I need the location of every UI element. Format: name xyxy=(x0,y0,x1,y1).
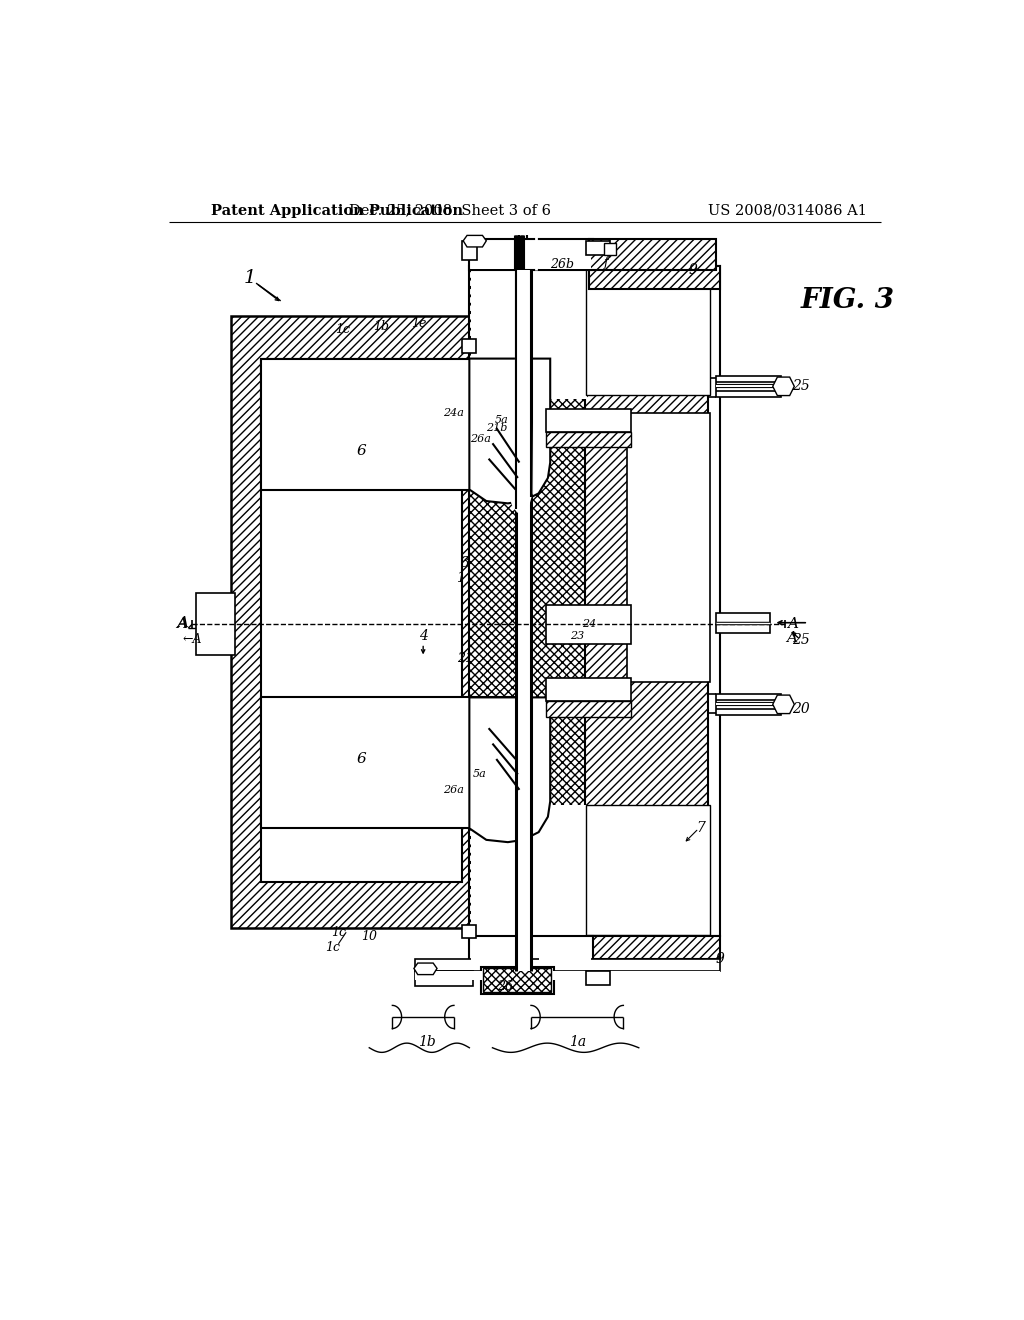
Bar xyxy=(547,605,631,644)
Text: 23: 23 xyxy=(570,631,585,640)
Bar xyxy=(716,693,781,715)
Bar xyxy=(604,243,615,255)
Bar xyxy=(471,805,587,935)
Bar xyxy=(462,924,475,939)
Text: US 2008/0314086 A1: US 2008/0314086 A1 xyxy=(708,203,867,218)
Bar xyxy=(587,240,609,255)
Bar xyxy=(547,432,631,447)
Text: 5a: 5a xyxy=(495,416,509,425)
Bar xyxy=(483,969,551,991)
Bar xyxy=(471,240,517,268)
Text: 1: 1 xyxy=(456,572,465,585)
Text: A: A xyxy=(787,618,799,631)
Bar xyxy=(230,317,500,928)
Text: 1c: 1c xyxy=(335,323,350,335)
Text: 26a: 26a xyxy=(443,785,465,795)
Text: 25: 25 xyxy=(792,379,809,392)
Bar xyxy=(589,239,716,271)
Bar xyxy=(516,271,530,970)
Bar xyxy=(716,376,781,397)
Text: 3: 3 xyxy=(461,556,470,570)
Text: A: A xyxy=(177,618,187,631)
Bar xyxy=(469,239,593,271)
Bar xyxy=(547,409,631,432)
Bar xyxy=(539,937,591,965)
Bar xyxy=(585,267,712,936)
Bar xyxy=(587,268,711,395)
Bar xyxy=(589,936,720,960)
Text: Patent Application Publication: Patent Application Publication xyxy=(211,203,464,218)
Bar xyxy=(587,805,711,935)
Text: 6: 6 xyxy=(356,752,367,766)
Bar xyxy=(462,339,475,354)
Text: 24a: 24a xyxy=(443,408,465,417)
Bar xyxy=(481,966,554,994)
Text: A: A xyxy=(177,615,188,630)
Text: Dec. 25, 2008  Sheet 3 of 6: Dec. 25, 2008 Sheet 3 of 6 xyxy=(349,203,551,218)
Bar xyxy=(261,697,515,829)
Text: 1b: 1b xyxy=(373,319,389,333)
Polygon shape xyxy=(773,696,795,714)
Bar xyxy=(471,937,517,965)
Text: 26a: 26a xyxy=(470,434,490,445)
Text: 9: 9 xyxy=(688,263,697,277)
Bar xyxy=(471,268,587,399)
Polygon shape xyxy=(469,697,550,842)
Bar xyxy=(416,960,720,970)
Text: 9: 9 xyxy=(715,952,724,966)
Polygon shape xyxy=(414,964,437,974)
Bar xyxy=(589,267,720,289)
Text: 26: 26 xyxy=(497,979,513,993)
Bar xyxy=(539,240,591,268)
Polygon shape xyxy=(773,378,795,396)
Text: 20: 20 xyxy=(792,702,809,715)
Text: 1c: 1c xyxy=(325,941,340,954)
Text: 25: 25 xyxy=(792,632,809,647)
Text: 5a: 5a xyxy=(472,770,486,779)
Bar xyxy=(261,359,515,490)
Text: 21: 21 xyxy=(458,652,473,665)
Bar xyxy=(261,359,462,882)
Text: 4: 4 xyxy=(419,628,428,643)
Text: 1b: 1b xyxy=(418,1035,436,1049)
Text: 1e: 1e xyxy=(412,317,427,330)
Bar xyxy=(416,970,720,979)
Bar xyxy=(196,594,234,655)
Text: 26b: 26b xyxy=(550,259,573,271)
Text: 24: 24 xyxy=(582,619,596,630)
Text: 1a: 1a xyxy=(568,1035,586,1049)
Bar xyxy=(708,267,720,936)
Bar xyxy=(547,701,631,717)
Polygon shape xyxy=(469,359,550,503)
Polygon shape xyxy=(508,271,532,512)
Text: 6: 6 xyxy=(356,444,367,458)
Text: 10: 10 xyxy=(361,929,377,942)
Text: 7: 7 xyxy=(696,821,705,836)
Text: A: A xyxy=(785,631,797,645)
Text: 1: 1 xyxy=(244,269,256,286)
Bar xyxy=(462,240,477,260)
Text: 21b: 21b xyxy=(485,422,507,433)
Bar xyxy=(547,678,631,701)
Polygon shape xyxy=(463,235,486,247)
Text: FIG. 3: FIG. 3 xyxy=(801,288,894,314)
Text: 1c: 1c xyxy=(331,925,346,939)
Bar xyxy=(469,936,593,966)
Bar xyxy=(587,970,609,985)
Text: f: f xyxy=(604,256,608,269)
Text: ←A: ←A xyxy=(182,634,202,647)
Bar xyxy=(416,970,473,986)
Bar xyxy=(716,612,770,632)
Bar xyxy=(469,267,589,936)
Bar xyxy=(628,412,711,682)
